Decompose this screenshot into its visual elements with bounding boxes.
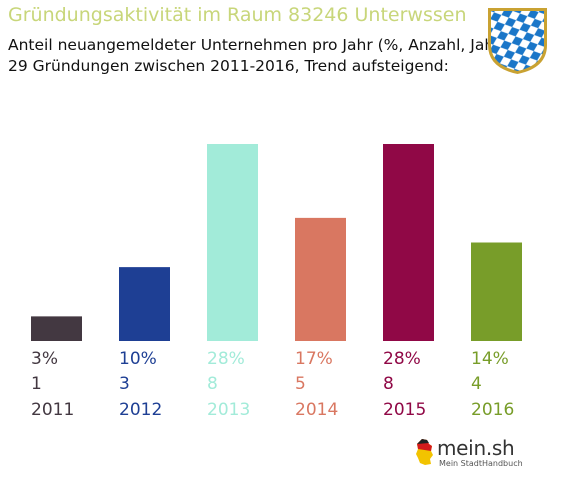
- chart-subtitle-line-2: 29 Gründungen zwischen 2011-2016, Trend …: [8, 57, 449, 75]
- year-label-2013: 2013: [207, 400, 250, 420]
- percent-label-2012: 10%: [119, 349, 157, 369]
- logo-wordmark: mein.sh: [437, 436, 515, 460]
- count-label-2015: 8: [383, 374, 394, 394]
- count-label-2011: 1: [31, 374, 42, 394]
- year-label-2014: 2014: [295, 400, 338, 420]
- bar-2012: [119, 267, 170, 341]
- bar-2014: [295, 217, 346, 341]
- bar-2015: [383, 144, 434, 341]
- count-label-2013: 8: [207, 374, 218, 394]
- count-label-2016: 4: [471, 374, 482, 394]
- year-label-2012: 2012: [119, 400, 162, 420]
- percent-label-2014: 17%: [295, 349, 333, 369]
- percent-label-2015: 28%: [383, 349, 421, 369]
- year-label-2011: 2011: [31, 400, 74, 420]
- percent-label-2013: 28%: [207, 349, 245, 369]
- percent-label-2011: 3%: [31, 349, 58, 369]
- year-label-2016: 2016: [471, 400, 514, 420]
- count-label-2012: 3: [119, 374, 130, 394]
- bavaria-lozenge-crest-icon: [488, 8, 547, 74]
- chart-title: Gründungsaktivität im Raum 83246 Unterws…: [8, 4, 467, 26]
- logo-tagline: Mein StadtHandbuch: [439, 459, 523, 468]
- bar-2016: [471, 242, 522, 341]
- bar-2011: [31, 316, 82, 341]
- year-label-2015: 2015: [383, 400, 426, 420]
- bar-2013: [207, 144, 258, 341]
- mein-sh-logo: mein.sh Mein StadtHandbuch: [415, 434, 535, 476]
- count-label-2014: 5: [295, 374, 306, 394]
- percent-label-2016: 14%: [471, 349, 509, 369]
- chart-subtitle-line-1: Anteil neuangemeldeter Unternehmen pro J…: [8, 36, 507, 54]
- germany-map-icon: [416, 439, 433, 465]
